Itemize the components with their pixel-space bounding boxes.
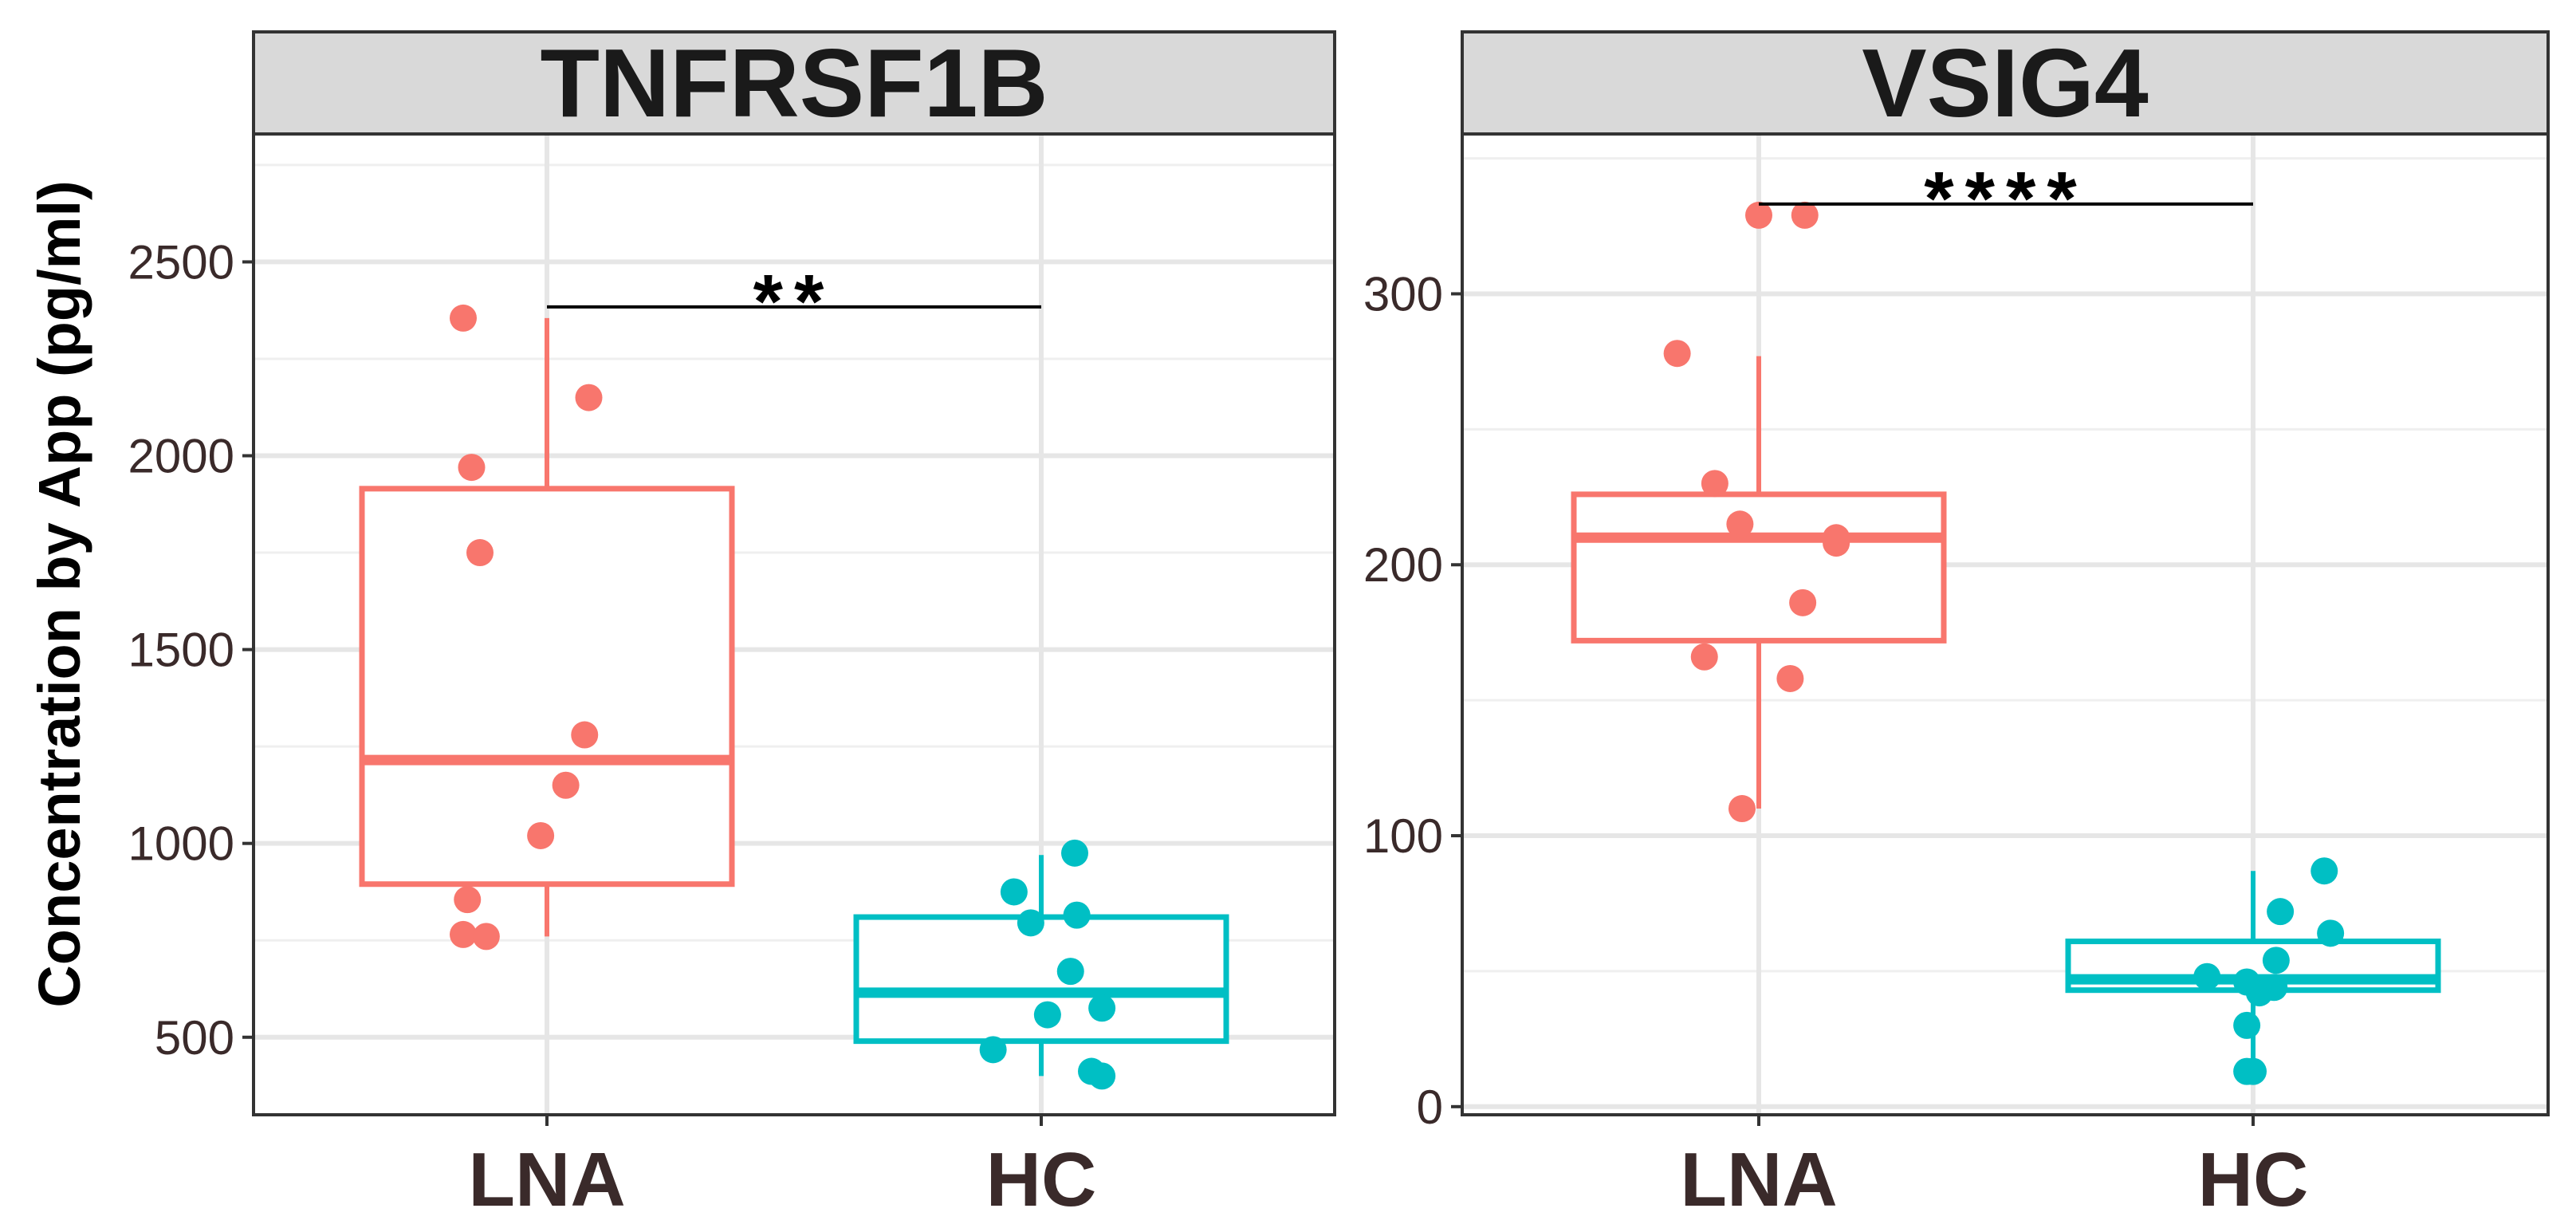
x-tick-label-lna: LNA (468, 1137, 625, 1222)
data-point-hc (1000, 878, 1028, 906)
box-iqr (1571, 491, 1947, 644)
y-tick-label: 200 (1363, 538, 1443, 592)
y-tick-label: 1500 (128, 624, 234, 677)
y-tick-label: 500 (155, 1011, 234, 1065)
significance-label: **** (1924, 156, 2087, 242)
data-point-lna (1690, 643, 1718, 671)
data-point-hc (1063, 901, 1091, 929)
data-point-hc (979, 1036, 1007, 1064)
x-tick-label-lna: LNA (1680, 1137, 1837, 1222)
y-tick-label: 0 (1417, 1080, 1443, 1134)
data-point-lna (466, 539, 494, 567)
data-point-lna (450, 304, 477, 332)
data-point-lna (1789, 588, 1817, 616)
data-point-hc (2240, 1057, 2267, 1085)
x-tick-label-hc: HC (2198, 1137, 2309, 1222)
data-point-lna (450, 920, 477, 948)
y-tick-label: 2500 (128, 235, 234, 289)
data-point-lna (454, 886, 482, 914)
data-point-hc (2317, 919, 2345, 947)
facet-title: VSIG4 (1862, 29, 2149, 137)
data-point-lna (1823, 529, 1850, 557)
y-tick-label: 100 (1363, 809, 1443, 863)
data-point-lna (575, 384, 603, 411)
data-point-lna (1701, 470, 1728, 498)
box-iqr (359, 486, 735, 888)
data-point-hc (1017, 909, 1044, 937)
significance-label: ** (753, 259, 836, 344)
data-point-hc (1088, 994, 1116, 1022)
data-point-hc (2311, 857, 2338, 885)
data-point-hc (2260, 974, 2288, 1002)
data-point-hc (2267, 898, 2295, 926)
facet-title: TNFRSF1B (540, 29, 1048, 137)
x-tick-label-hc: HC (986, 1137, 1097, 1222)
data-point-hc (1033, 1001, 1061, 1029)
data-point-lna (527, 821, 555, 849)
facet-strip (1461, 30, 2550, 136)
data-point-lna (458, 454, 486, 482)
data-point-lna (1728, 795, 1756, 823)
data-point-lna (1776, 664, 1804, 692)
y-tick-label: 1000 (128, 817, 234, 871)
data-point-hc (2193, 962, 2221, 990)
data-point-lna (1745, 201, 1772, 229)
facet-panel-1: ** TNFRSF1B 500 1000 1500 2000 2500 LNA HC (128, 29, 1336, 1222)
boxplot-lna (1571, 356, 1947, 809)
boxplot-lna (359, 317, 735, 937)
data-point-hc (2233, 1011, 2261, 1039)
facet-panel-2: **** VSIG4 0 100 200 300 LNA HC (1363, 29, 2550, 1222)
data-point-hc (1056, 958, 1084, 986)
y-tick-label: 2000 (128, 430, 234, 483)
data-point-hc (2262, 947, 2290, 974)
facet-strip (252, 30, 1336, 136)
data-point-lna (571, 721, 599, 749)
data-point-lna (1791, 201, 1819, 229)
data-point-lna (472, 923, 500, 951)
data-point-lna (552, 771, 580, 799)
data-point-lna (1726, 510, 1754, 538)
y-axis-label: Concentration by App (pg/ml) (26, 180, 92, 1007)
data-point-hc (1061, 839, 1088, 867)
data-point-hc (1088, 1062, 1116, 1090)
y-tick-label: 300 (1363, 267, 1443, 321)
data-point-lna (1663, 340, 1691, 368)
